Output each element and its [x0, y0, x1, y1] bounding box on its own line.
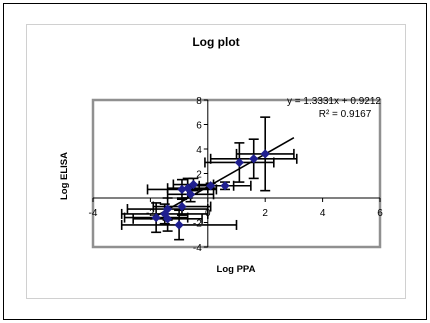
trendline-equation: y = 1.3331x + 0.9212: [287, 96, 381, 107]
x-tick-label: -4: [89, 208, 98, 219]
data-point: [249, 154, 259, 164]
chart-title: Log plot: [192, 35, 239, 49]
y-axis-title: Log ELISA: [59, 152, 70, 200]
data-point: [185, 189, 196, 199]
trendline-group: [150, 137, 295, 221]
y-tick-label: -2: [193, 219, 202, 230]
x-tick-label: -2: [146, 208, 155, 219]
data-point: [177, 184, 187, 195]
data-point: [162, 214, 173, 224]
data-point: [260, 149, 270, 159]
y-tick-label: 4: [196, 145, 202, 156]
x-axis-title: Log PPA: [217, 264, 256, 275]
y-tick-label: 2: [196, 170, 202, 181]
data-point: [177, 201, 187, 212]
data-point: [206, 181, 216, 191]
y-tick-label: -4: [193, 243, 202, 254]
y-tick-label: 8: [196, 96, 202, 107]
x-tick-label: 4: [320, 208, 326, 219]
data-points: [151, 149, 270, 230]
y-tick-label: 6: [196, 121, 202, 132]
x-tick-label: 2: [262, 208, 268, 219]
axes: [92, 99, 381, 248]
data-point: [220, 181, 230, 191]
plot-area: [91, 98, 382, 249]
trendline-r2: R² = 0.9167: [319, 109, 372, 120]
data-point: [234, 157, 244, 168]
x-tick-label: 0: [205, 208, 211, 219]
x-tick-label: 6: [377, 208, 383, 219]
data-point: [151, 212, 161, 223]
data-point: [174, 220, 184, 230]
trendline: [150, 137, 295, 221]
data-point: [188, 179, 199, 190]
